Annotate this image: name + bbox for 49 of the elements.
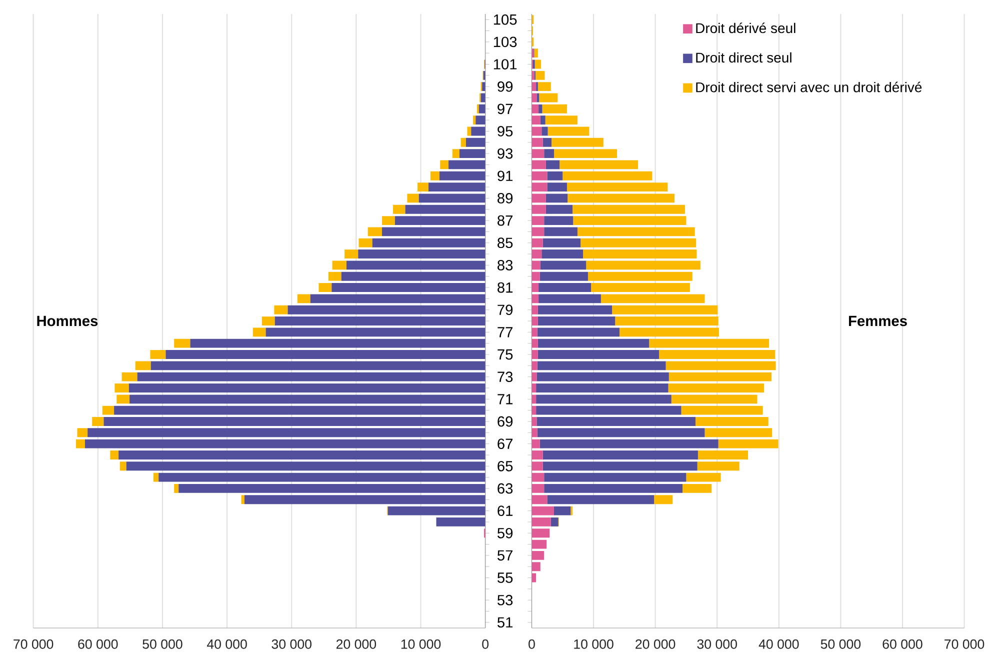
legend-label: Droit direct seul — [696, 52, 792, 63]
x-tick-label: 60 000 — [78, 639, 118, 649]
y-tick-label: 99 — [498, 81, 513, 92]
y-tick-label: 97 — [498, 104, 512, 114]
y-tick-label: 59 — [498, 528, 513, 538]
y-tick-label: 85 — [498, 238, 513, 248]
y-tick-label: 95 — [498, 126, 513, 136]
x-tick-label: 40 000 — [758, 639, 799, 649]
x-tick-label: 0 — [482, 639, 489, 649]
x-tick-label: 0 — [528, 639, 535, 649]
annotation: Femmes — [848, 316, 907, 326]
annotation: Hommes — [37, 316, 98, 326]
legend-label: Droit direct servi avec un droit dérivé — [696, 82, 922, 92]
x-tick-label: 20 000 — [336, 639, 376, 649]
y-tick-label: 83 — [498, 260, 513, 270]
y-tick-label: 79 — [498, 304, 513, 316]
y-tick-label: 87 — [498, 215, 512, 226]
y-tick-label: 69 — [498, 416, 513, 427]
x-tick-label: 40 000 — [206, 639, 247, 649]
y-tick-label: 75 — [498, 349, 513, 360]
y-tick-label: 55 — [498, 572, 513, 583]
x-tick-label: 50 000 — [820, 639, 861, 649]
y-tick-label: 103 — [494, 36, 517, 48]
x-tick-label: 10 000 — [574, 639, 614, 649]
y-tick-label: 93 — [498, 148, 513, 159]
x-tick-label: 60 000 — [882, 639, 922, 649]
x-tick-label: 20 000 — [636, 639, 676, 649]
y-tick-label: 65 — [498, 460, 513, 472]
y-tick-label: 61 — [498, 506, 513, 516]
y-tick-label: 101 — [494, 59, 517, 70]
legend-label: Droit dérivé seul — [696, 22, 796, 34]
y-tick-label: 53 — [498, 594, 513, 606]
y-tick-label: 73 — [498, 372, 513, 382]
y-tick-label: 91 — [498, 170, 513, 182]
y-tick-label: 71 — [498, 394, 513, 404]
x-tick-label: 50 000 — [142, 639, 182, 649]
x-tick-label: 70 000 — [944, 639, 984, 649]
y-tick-label: 105 — [494, 14, 517, 25]
y-tick-label: 89 — [498, 193, 513, 204]
y-tick-label: 67 — [498, 438, 512, 450]
x-tick-label: 70 000 — [14, 639, 54, 649]
y-tick-label: 77 — [498, 327, 512, 338]
x-tick-label: 10 000 — [401, 639, 441, 649]
y-tick-label: 63 — [498, 483, 513, 494]
y-tick-label: 81 — [498, 282, 513, 293]
x-tick-label: 30 000 — [697, 639, 737, 649]
y-tick-label: 51 — [498, 617, 513, 628]
y-tick-label: 57 — [498, 550, 512, 561]
x-tick-label: 30 000 — [272, 639, 312, 649]
